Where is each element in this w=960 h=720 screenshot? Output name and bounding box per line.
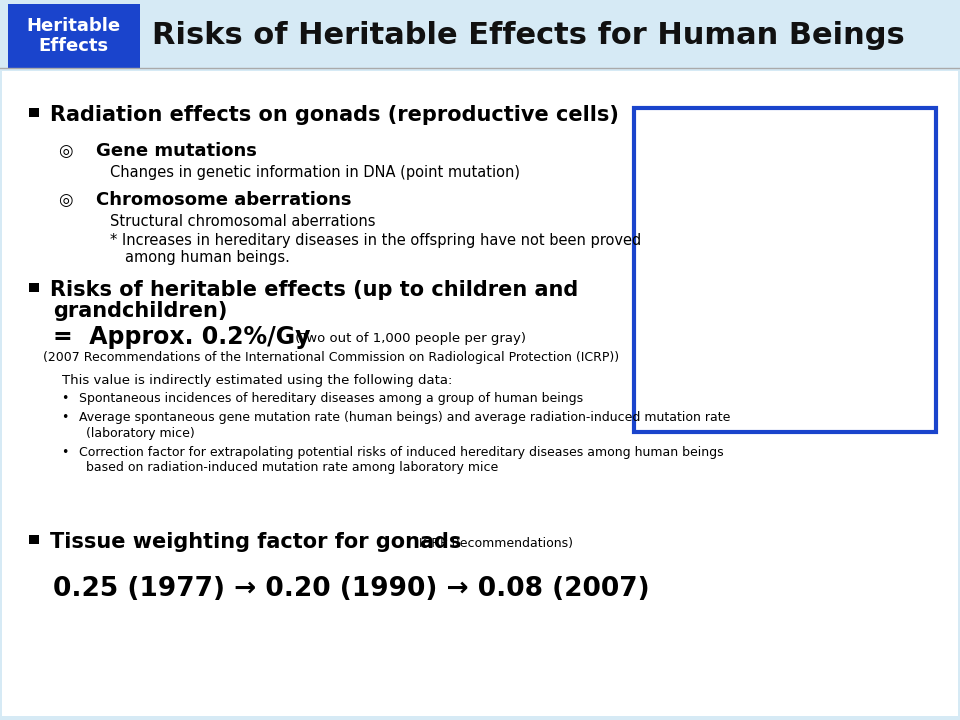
Text: Tissue weighting factor for gonads: Tissue weighting factor for gonads (50, 532, 462, 552)
Text: Risks of heritable effects (up to children and: Risks of heritable effects (up to childr… (50, 280, 578, 300)
Text: Chromosome aberrations: Chromosome aberrations (96, 191, 351, 209)
FancyBboxPatch shape (29, 283, 38, 292)
Text: 0.25 (1977) → 0.20 (1990) → 0.08 (2007): 0.25 (1977) → 0.20 (1990) → 0.08 (2007) (53, 576, 649, 602)
FancyBboxPatch shape (634, 108, 936, 432)
Text: Gene mutations: Gene mutations (96, 142, 257, 160)
FancyBboxPatch shape (29, 535, 38, 544)
FancyBboxPatch shape (2, 71, 958, 716)
Text: Average spontaneous gene mutation rate (human beings) and average radiation-indu: Average spontaneous gene mutation rate (… (79, 411, 731, 424)
Text: =  Approx. 0.2%/Gy: = Approx. 0.2%/Gy (53, 325, 310, 349)
Text: Risks of Heritable Effects for Human Beings: Risks of Heritable Effects for Human Bei… (152, 22, 904, 50)
Text: Radiation effects on gonads (reproductive cells): Radiation effects on gonads (reproductiv… (50, 105, 619, 125)
Text: Correction factor for extrapolating potential risks of induced hereditary diseas: Correction factor for extrapolating pote… (79, 446, 723, 459)
FancyBboxPatch shape (8, 4, 140, 68)
Text: * Increases in hereditary diseases in the offspring have not been proved: * Increases in hereditary diseases in th… (110, 233, 641, 248)
Text: (2007 Recommendations of the International Commission on Radiological Protection: (2007 Recommendations of the Internation… (43, 351, 619, 364)
Text: ◎: ◎ (58, 191, 73, 209)
FancyBboxPatch shape (29, 108, 38, 117)
Text: Structural chromosomal aberrations: Structural chromosomal aberrations (110, 214, 376, 228)
Text: grandchildren): grandchildren) (53, 301, 228, 321)
Text: based on radiation-induced mutation rate among laboratory mice: based on radiation-induced mutation rate… (86, 462, 498, 474)
Text: •: • (61, 446, 69, 459)
FancyBboxPatch shape (0, 0, 960, 68)
Text: among human beings.: among human beings. (125, 251, 290, 265)
Text: This value is indirectly estimated using the following data:: This value is indirectly estimated using… (62, 374, 453, 387)
Text: •: • (61, 392, 69, 405)
Text: (ICRP Recommendations): (ICRP Recommendations) (410, 537, 573, 550)
Text: (Two out of 1,000 people per gray): (Two out of 1,000 people per gray) (291, 332, 526, 345)
Text: •: • (61, 411, 69, 424)
Text: Changes in genetic information in DNA (point mutation): Changes in genetic information in DNA (p… (110, 166, 520, 180)
Text: Spontaneous incidences of hereditary diseases among a group of human beings: Spontaneous incidences of hereditary dis… (79, 392, 583, 405)
Text: (laboratory mice): (laboratory mice) (86, 427, 195, 440)
Text: ◎: ◎ (58, 142, 73, 160)
Text: Heritable
Effects: Heritable Effects (27, 17, 121, 55)
